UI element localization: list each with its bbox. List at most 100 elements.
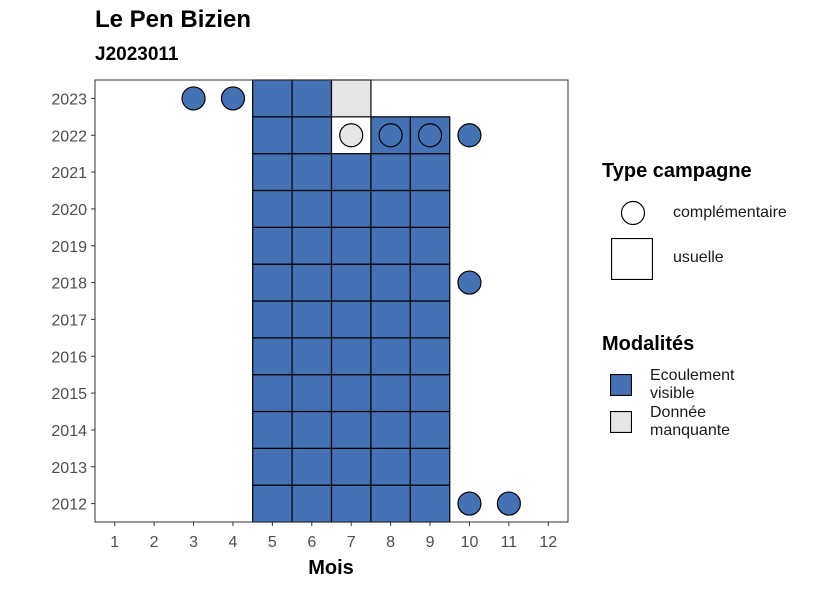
cell-2014-6	[291, 410, 333, 449]
manquante-line2: manquante	[650, 422, 731, 439]
chart-subtitle: J2023011	[95, 44, 179, 65]
point-2018-10	[457, 270, 482, 295]
cell-2021-5	[252, 153, 293, 192]
point-2022-7	[339, 123, 364, 148]
cell-2018-9	[409, 263, 451, 302]
point-2012-11	[496, 491, 521, 516]
cell-2023-5	[252, 79, 293, 118]
x-tick-label: 6	[307, 534, 316, 551]
ecoulement-swatch	[610, 374, 632, 396]
cell-2016-5	[252, 337, 293, 376]
legend-label-usuelle: usuelle	[673, 249, 724, 266]
chart-title: Le Pen Bizien	[95, 6, 252, 33]
cell-2019-8	[370, 226, 411, 265]
point-2023-3	[181, 86, 206, 111]
cell-2020-6	[291, 189, 333, 228]
y-tick-label: 2023	[51, 91, 87, 108]
cell-2017-7	[330, 300, 372, 339]
x-tick-label: 10	[461, 534, 479, 551]
x-tick-label: 9	[426, 534, 435, 551]
cell-2018-6	[291, 263, 333, 302]
cell-2020-8	[370, 189, 411, 228]
cell-2021-6	[291, 153, 333, 192]
y-tick-label: 2020	[51, 202, 87, 219]
cell-2018-5	[252, 263, 293, 302]
cell-2015-7	[330, 374, 372, 413]
cell-2013-6	[291, 447, 333, 486]
cell-2013-9	[409, 447, 451, 486]
cell-2015-9	[409, 374, 451, 413]
cell-2020-5	[252, 189, 293, 228]
x-tick-label: 7	[347, 534, 356, 551]
cell-2015-5	[252, 374, 293, 413]
cell-2012-6	[291, 484, 333, 523]
cell-2013-7	[330, 447, 372, 486]
y-tick-label: 2016	[51, 349, 87, 366]
cell-2018-8	[370, 263, 411, 302]
manquante-line1: Donnée	[650, 404, 707, 421]
legend-item-manquante: Donnée manquante	[610, 404, 730, 440]
legend-type-title: Type campagne	[602, 160, 752, 182]
point-2022-10	[457, 123, 482, 148]
y-tick-label: 2021	[51, 165, 87, 182]
cell-2021-7	[330, 153, 372, 192]
cell-2019-7	[330, 226, 372, 265]
cell-2017-6	[291, 300, 333, 339]
point-2022-8	[378, 123, 403, 148]
cell-2012-7	[330, 484, 372, 523]
x-tick-label: 4	[229, 534, 238, 551]
x-tick-label: 5	[268, 534, 277, 551]
legend-label-complementaire: complémentaire	[673, 204, 787, 221]
y-tick-label: 2014	[51, 423, 87, 440]
cell-2018-7	[330, 263, 372, 302]
x-tick-label: 3	[189, 534, 198, 551]
cell-2013-8	[370, 447, 411, 486]
cell-2017-5	[252, 300, 293, 339]
legend-modalites-title: Modalités	[602, 333, 695, 355]
cell-2013-5	[252, 447, 293, 486]
cell-2022-5	[252, 116, 293, 155]
cell-2021-9	[409, 153, 451, 192]
cell-2014-9	[409, 410, 451, 449]
cell-2019-9	[409, 226, 451, 265]
cell-2016-7	[330, 337, 372, 376]
cell-2014-7	[330, 410, 372, 449]
cell-2012-9	[409, 484, 451, 523]
legend-modalites: Modalités	[602, 333, 694, 356]
x-tick-label: 12	[539, 534, 557, 551]
manquante-swatch	[610, 411, 632, 433]
x-axis: 1 2 3 4 5 6 7 8 9 10 11 12	[110, 522, 557, 551]
cell-2016-6	[291, 337, 333, 376]
x-tick-label: 2	[150, 534, 159, 551]
usuelle-cells	[252, 79, 451, 523]
plot-panel-border	[94, 79, 569, 523]
cell-2017-9	[409, 300, 451, 339]
y-tick-label: 2018	[51, 276, 87, 293]
circle-key-icon	[620, 200, 646, 226]
y-tick-label: 2017	[51, 312, 87, 329]
cell-2021-8	[370, 153, 411, 192]
point-2023-4	[220, 86, 246, 111]
x-axis-label: Mois	[308, 557, 354, 579]
y-tick-label: 2012	[51, 497, 87, 514]
legend-item-usuelle: usuelle	[611, 238, 724, 280]
cell-2016-9	[409, 337, 451, 376]
cell-2023-6	[291, 79, 333, 118]
y-tick-label: 2013	[51, 460, 87, 477]
cell-2019-5	[252, 226, 293, 265]
y-tick-label: 2015	[51, 386, 87, 403]
ecoulement-line1: Ecoulement	[650, 367, 735, 384]
legend-label-manquante: Donnée manquante	[650, 404, 730, 440]
point-2022-9	[417, 123, 443, 148]
cell-2020-9	[409, 189, 451, 228]
cell-2023-7	[330, 79, 372, 118]
y-axis: 2012 2013 2014 2015 2016 2017 2018 2019 2020 2021…	[51, 91, 95, 514]
cell-2022-6	[291, 116, 333, 155]
point-2012-10	[457, 491, 482, 516]
cell-2014-8	[370, 410, 411, 449]
x-tick-label: 1	[110, 534, 119, 551]
y-tick-label: 2019	[51, 239, 87, 256]
complementaire-points	[181, 86, 521, 516]
cell-2019-6	[291, 226, 333, 265]
